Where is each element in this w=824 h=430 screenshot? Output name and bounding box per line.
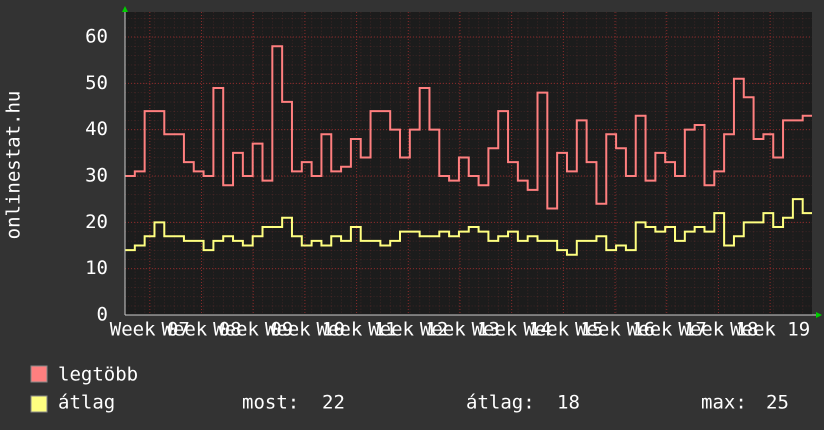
x-tick-label: Week 14	[472, 319, 552, 341]
stat-value: 25	[766, 392, 789, 414]
stat-label: most:	[242, 392, 299, 414]
y-tick-label: 50	[85, 72, 108, 94]
series-line	[125, 198, 812, 256]
legend-label: átlag	[58, 392, 115, 414]
x-tick-label: Week 19	[730, 319, 810, 341]
y-arrow	[122, 6, 128, 12]
stat-value: 18	[557, 392, 580, 414]
x-tick-label: Week 10	[265, 319, 345, 341]
legend-label: legtöbb	[58, 364, 138, 386]
stat-value: 22	[322, 392, 345, 414]
stat-label: átlag:	[466, 392, 535, 414]
stat-label: max:	[701, 392, 747, 414]
y-tick-label: 20	[85, 211, 108, 233]
y-tick-label: 40	[85, 118, 108, 140]
x-tick-label: Week 16	[575, 319, 655, 341]
x-arrow	[816, 312, 822, 318]
x-tick-label: Week 18	[678, 319, 758, 341]
x-tick-label: Week 11	[317, 319, 397, 341]
x-tick-label: Week 15	[523, 319, 603, 341]
x-tick-label: Week 12	[368, 319, 448, 341]
x-tick-label: Week 09	[213, 319, 293, 341]
y-tick-label: 0	[97, 304, 108, 326]
x-tick-label: Week 13	[420, 319, 500, 341]
y-tick-label: 30	[85, 165, 108, 187]
x-tick-label: Week 08	[161, 319, 241, 341]
x-tick-label: Week 17	[627, 319, 707, 341]
legend-swatch	[30, 365, 48, 383]
x-tick-label: Week 07	[110, 319, 190, 341]
series-line	[125, 45, 812, 210]
y-tick-label: 60	[85, 26, 108, 48]
y-axis-label: onlinestat.hu	[3, 91, 25, 240]
y-tick-label: 10	[85, 257, 108, 279]
legend-swatch	[30, 395, 48, 413]
